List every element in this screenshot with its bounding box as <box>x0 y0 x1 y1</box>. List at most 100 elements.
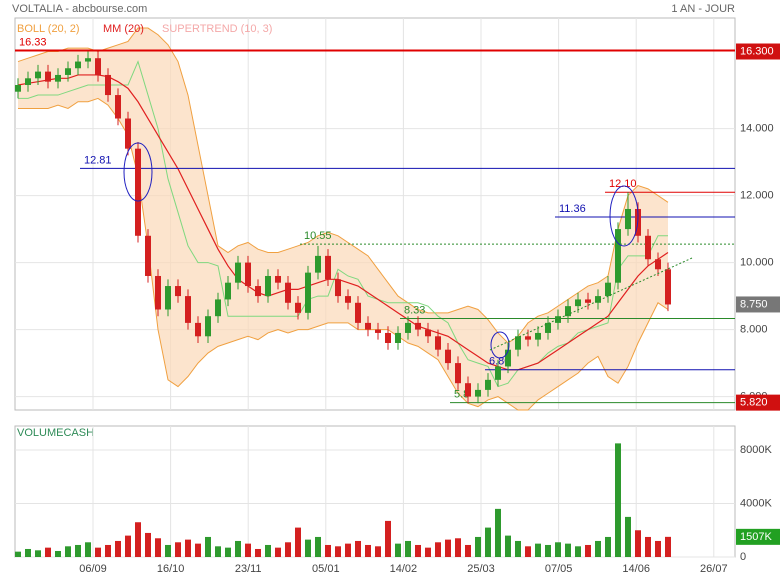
volume-bar <box>415 544 421 557</box>
legend-entry: MM (20) <box>103 23 144 35</box>
candle-body <box>225 282 231 300</box>
chart-title: VOLTALIA - abcbourse.com <box>12 3 147 15</box>
volume-bar <box>265 544 271 557</box>
candle-body <box>495 366 501 380</box>
candle-body <box>485 379 491 390</box>
volume-bar <box>515 540 521 557</box>
volume-bar <box>525 546 531 557</box>
price-box-label: 5.820 <box>740 397 768 409</box>
candle-body <box>175 286 181 297</box>
volume-title: VOLUMECASH <box>17 427 94 439</box>
candle-body <box>605 282 611 297</box>
x-tick-label: 07/05 <box>545 563 573 575</box>
candle-body <box>435 336 441 350</box>
volume-bar <box>155 538 161 557</box>
candle-body <box>415 322 421 330</box>
level-label: 16.33 <box>19 36 47 48</box>
candle-body <box>365 322 371 330</box>
volume-bar <box>585 544 591 557</box>
volume-bar <box>455 538 461 557</box>
volume-bar <box>465 544 471 557</box>
y-tick-label: 12.000 <box>740 189 774 201</box>
volume-bar <box>595 540 601 557</box>
volume-bar <box>435 542 441 557</box>
x-tick-label: 14/02 <box>390 563 418 575</box>
volume-bar <box>95 547 101 557</box>
candle-body <box>395 332 401 343</box>
candle-body <box>335 279 341 297</box>
ellipse <box>609 185 639 247</box>
candle-body <box>255 286 261 297</box>
candle-body <box>115 95 121 119</box>
volume-bar <box>355 540 361 557</box>
volume-bar <box>605 536 611 557</box>
volume-bar <box>485 527 491 557</box>
candle-body <box>655 259 661 270</box>
volume-bar <box>495 508 501 557</box>
candle-body <box>185 296 191 323</box>
volume-bar <box>635 530 641 557</box>
candle-body <box>555 316 561 323</box>
level-label: 12.81 <box>84 154 112 166</box>
candle-body <box>585 299 591 303</box>
volume-bar <box>335 546 341 557</box>
volume-bar <box>385 520 391 557</box>
volume-bar <box>345 543 351 557</box>
candle-body <box>565 306 571 317</box>
candle-body <box>25 78 31 86</box>
volume-bar <box>505 535 511 557</box>
y-tick-label: 8000K <box>740 444 772 456</box>
band-fill <box>18 28 668 411</box>
candle-body <box>305 272 311 313</box>
candle-body <box>55 74 61 82</box>
candle-body <box>15 85 21 92</box>
volume-bar <box>185 539 191 557</box>
volume-bar <box>105 544 111 557</box>
candle-body <box>85 58 91 62</box>
candle-body <box>475 389 481 397</box>
candle-body <box>45 71 51 82</box>
volume-bar <box>165 544 171 557</box>
volume-bar <box>85 542 91 557</box>
volume-bar <box>225 547 231 557</box>
level-label: 12.10 <box>609 178 637 190</box>
period: 1 AN - JOUR <box>671 3 735 15</box>
x-tick-label: 23/11 <box>235 563 262 575</box>
candle-body <box>625 208 631 230</box>
candle-body <box>405 322 411 333</box>
volume-bar <box>305 539 311 557</box>
candle-body <box>315 255 321 273</box>
candle-body <box>425 329 431 337</box>
candle-body <box>145 235 151 276</box>
volume-bar <box>285 542 291 557</box>
x-tick-label: 25/03 <box>467 563 495 575</box>
candle-body <box>665 269 671 305</box>
volume-bar <box>235 540 241 557</box>
volume-bar <box>445 539 451 557</box>
volume-bar <box>665 536 671 557</box>
moving-average <box>17 74 669 371</box>
volume-bar <box>75 544 81 557</box>
level-label: 8.33 <box>404 304 425 316</box>
volume-bar <box>555 542 561 557</box>
candle-body <box>385 332 391 343</box>
volume-box <box>736 528 780 545</box>
candle-body <box>135 148 141 236</box>
legend-entry: SUPERTREND (10, 3) <box>162 23 272 35</box>
candle-body <box>105 74 111 96</box>
candle-body <box>535 332 541 340</box>
volume-bar <box>575 546 581 557</box>
candle-body <box>215 299 221 317</box>
volume-bar <box>545 544 551 557</box>
volume-bar <box>55 550 61 557</box>
volume-bar <box>425 547 431 557</box>
candle-body <box>155 275 161 310</box>
candle-body <box>235 262 241 283</box>
candle-body <box>325 255 331 280</box>
candle-body <box>265 275 271 297</box>
volume-bar <box>245 543 251 557</box>
candle-body <box>615 229 621 283</box>
y-tick-label: 10.000 <box>740 256 774 268</box>
y-tick-label: 0 <box>740 551 746 563</box>
volume-bar <box>205 536 211 557</box>
